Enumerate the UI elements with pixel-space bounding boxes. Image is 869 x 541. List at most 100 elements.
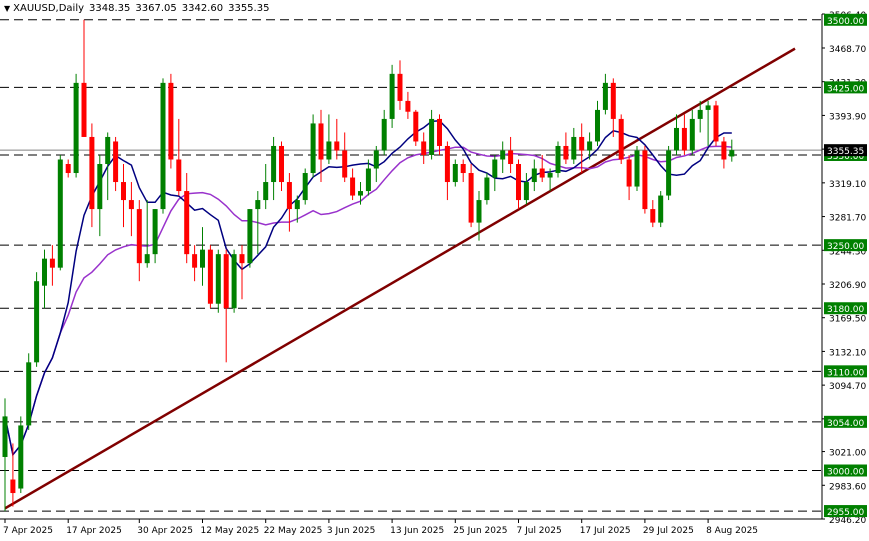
candle — [713, 100, 719, 146]
candle-body — [168, 82, 174, 160]
price-tick-label: 3281.70 — [829, 214, 866, 224]
candle-body — [508, 150, 514, 165]
price-tick-label: 3021.00 — [829, 449, 866, 459]
level-box-bg — [824, 505, 867, 518]
candle-body — [397, 73, 403, 101]
price-tick-label: 3169.50 — [829, 315, 866, 325]
candle-body — [389, 73, 395, 119]
candle — [626, 154, 632, 201]
candle-body — [689, 118, 695, 151]
candle — [429, 109, 435, 160]
candle-body — [437, 118, 442, 146]
candle — [721, 136, 727, 169]
price-tick-label: 3132.10 — [829, 348, 866, 358]
candle-body — [713, 105, 719, 142]
candle — [523, 173, 529, 205]
candle-body — [516, 164, 521, 201]
level-box-bg — [824, 81, 867, 94]
candle — [658, 191, 664, 228]
candle — [192, 245, 198, 282]
candle — [65, 159, 71, 178]
candle-body — [666, 150, 672, 196]
candle — [255, 191, 261, 255]
low-value: 3342.60 — [181, 3, 224, 14]
candle — [602, 73, 608, 115]
candle — [73, 73, 79, 178]
candle-body — [539, 168, 545, 178]
candle-body — [247, 209, 253, 264]
candle-body — [421, 141, 427, 155]
candle — [444, 141, 450, 201]
time-axis: 7 Apr 2025 17 Apr 2025 30 Apr 2025 12 May 2… — [3, 519, 758, 536]
candle-body — [302, 173, 308, 201]
level-box-bg — [824, 239, 867, 252]
candle — [650, 200, 656, 228]
candle-body — [381, 118, 387, 151]
candle-body — [152, 209, 158, 255]
level-box-label: 3000.00 — [827, 468, 864, 478]
candle-body — [634, 150, 640, 187]
candle — [674, 114, 679, 155]
price-axis: 3506.403468.703431.303393.903356.503319.… — [0, 11, 867, 526]
support-trendline — [4, 47, 796, 510]
level-box-bg — [824, 302, 867, 315]
candle — [263, 164, 269, 210]
horizontal-levels — [0, 19, 822, 512]
candle — [437, 114, 442, 155]
candle-body — [674, 127, 679, 151]
level-price-box: 2955.00 — [824, 505, 867, 518]
candle-body — [121, 182, 126, 201]
candle — [168, 73, 174, 169]
candle — [555, 141, 561, 178]
time-tick-label: 7 Jul 2025 — [517, 526, 562, 536]
candle-body — [413, 111, 419, 142]
candle — [508, 136, 514, 174]
symbol-label: XAUUSD,Daily — [13, 3, 85, 14]
candle — [184, 173, 190, 264]
collapse-triangle-icon[interactable]: ▼ — [4, 4, 11, 13]
price-tick-label: 3206.90 — [829, 281, 866, 291]
candle-body — [57, 159, 63, 268]
candle — [34, 272, 40, 367]
candle — [136, 200, 142, 282]
candle — [610, 78, 616, 137]
open-value: 3348.35 — [89, 3, 131, 14]
level-box-bg — [824, 13, 867, 26]
time-tick-label: 7 Apr 2025 — [3, 526, 53, 536]
candle-body — [200, 249, 205, 268]
trendline-layer — [4, 47, 796, 510]
candle — [121, 164, 126, 228]
level-box-label: 3350.00 — [827, 152, 864, 162]
candle-body — [579, 136, 585, 151]
candle — [729, 139, 735, 162]
level-price-box: 3250.00 — [824, 239, 867, 252]
candle-body — [460, 164, 466, 174]
level-price-box: 3500.00 — [824, 13, 867, 27]
candle — [381, 109, 387, 155]
candle — [223, 249, 229, 363]
candle — [42, 249, 47, 309]
candle — [516, 159, 521, 210]
candle-body — [658, 195, 664, 223]
candle-body — [286, 182, 292, 210]
candle-body — [279, 145, 284, 183]
candle-body — [255, 200, 261, 210]
level-box-bg — [824, 365, 867, 378]
candle-body — [207, 249, 213, 304]
candle — [2, 398, 8, 512]
candle-body — [602, 82, 608, 110]
candle-body — [681, 127, 687, 151]
candle-body — [42, 258, 47, 286]
candle-body — [2, 416, 8, 457]
candle-body — [350, 177, 356, 196]
time-tick-label: 22 May 2025 — [264, 526, 323, 536]
candle — [176, 118, 182, 196]
candle — [294, 195, 300, 223]
candle — [10, 443, 16, 507]
candle-body — [595, 109, 600, 142]
level-box-label: 3500.00 — [827, 17, 864, 27]
candle-body — [626, 159, 632, 187]
level-box-bg — [824, 464, 867, 477]
candle-body — [642, 150, 648, 210]
